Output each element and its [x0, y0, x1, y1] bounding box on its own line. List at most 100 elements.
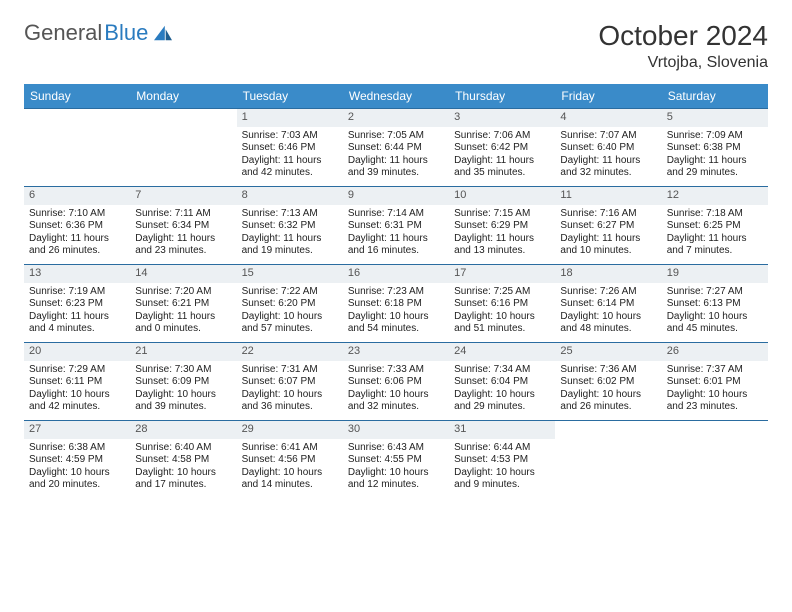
- daylight-text: Daylight: 11 hours and 19 minutes.: [242, 233, 338, 258]
- calendar-cell: 15 Sunrise: 7:22 AMSunset: 6:20 PMDayligh…: [237, 264, 343, 342]
- daylight-text: Daylight: 10 hours and 57 minutes.: [242, 311, 338, 336]
- day-number: 2: [343, 109, 449, 127]
- sunset-text: Sunset: 4:59 PM: [29, 454, 125, 467]
- sunrise-text: Sunrise: 7:18 AM: [667, 208, 763, 221]
- day-number: 31: [449, 421, 555, 439]
- sunset-text: Sunset: 6:40 PM: [560, 142, 656, 155]
- location-label: Vrtojba, Slovenia: [598, 54, 768, 72]
- sunrise-text: Sunrise: 6:40 AM: [135, 442, 231, 455]
- sunset-text: Sunset: 6:18 PM: [348, 298, 444, 311]
- sunset-text: Sunset: 6:23 PM: [29, 298, 125, 311]
- day-header: Sunday: [24, 84, 130, 108]
- sunrise-text: Sunrise: 7:06 AM: [454, 130, 550, 143]
- calendar-cell: 27Sunrise: 6:38 AMSunset: 4:59 PMDayligh…: [24, 420, 130, 498]
- daylight-text: Daylight: 11 hours and 35 minutes.: [454, 155, 550, 180]
- sunrise-text: Sunrise: 6:44 AM: [454, 442, 550, 455]
- sunrise-text: Sunrise: 7:14 AM: [348, 208, 444, 221]
- daylight-text: Daylight: 11 hours and 16 minutes.: [348, 233, 444, 258]
- calendar-cell: 18Sunrise: 7:26 AMSunset: 6:14 PMDayligh…: [555, 264, 661, 342]
- day-header: Saturday: [662, 84, 768, 108]
- calendar-cell: 8Sunrise: 7:13 AMSunset: 6:32 PMDaylight…: [237, 186, 343, 264]
- calendar-cell: 30Sunrise: 6:43 AMSunset: 4:55 PMDayligh…: [343, 420, 449, 498]
- daylight-text: Daylight: 11 hours and 23 minutes.: [135, 233, 231, 258]
- sunrise-text: Sunrise: 6:43 AM: [348, 442, 444, 455]
- sunset-text: Sunset: 6:42 PM: [454, 142, 550, 155]
- daylight-text: Daylight: 11 hours and 32 minutes.: [560, 155, 656, 180]
- calendar-cell: 11Sunrise: 7:16 AMSunset: 6:27 PMDayligh…: [555, 186, 661, 264]
- day-number: 16: [343, 265, 449, 283]
- sunrise-text: Sunrise: 6:41 AM: [242, 442, 338, 455]
- daylight-text: Daylight: 11 hours and 26 minutes.: [29, 233, 125, 258]
- day-number: 7: [130, 187, 236, 205]
- calendar-cell: 20Sunrise: 7:29 AMSunset: 6:11 PMDayligh…: [24, 342, 130, 420]
- day-number: 23: [343, 343, 449, 361]
- calendar-cell: 9Sunrise: 7:14 AMSunset: 6:31 PMDaylight…: [343, 186, 449, 264]
- day-number: 1: [237, 109, 343, 127]
- sunrise-text: Sunrise: 7:31 AM: [242, 364, 338, 377]
- daylight-text: Daylight: 11 hours and 4 minutes.: [29, 311, 125, 336]
- sunrise-text: Sunrise: 7:33 AM: [348, 364, 444, 377]
- daylight-text: Daylight: 11 hours and 10 minutes.: [560, 233, 656, 258]
- calendar-cell: 16Sunrise: 7:23 AMSunset: 6:18 PMDayligh…: [343, 264, 449, 342]
- day-number: 25: [555, 343, 661, 361]
- daylight-text: Daylight: 11 hours and 13 minutes.: [454, 233, 550, 258]
- sunrise-text: Sunrise: 7:22 AM: [242, 286, 338, 299]
- sunset-text: Sunset: 4:56 PM: [242, 454, 338, 467]
- sunrise-text: Sunrise: 7:13 AM: [242, 208, 338, 221]
- calendar-cell: 19Sunrise: 7:27 AMSunset: 6:13 PMDayligh…: [662, 264, 768, 342]
- sunset-text: Sunset: 6:20 PM: [242, 298, 338, 311]
- day-number: 5: [662, 109, 768, 127]
- day-number: 15: [237, 265, 343, 283]
- day-header: Tuesday: [237, 84, 343, 108]
- sunrise-text: Sunrise: 7:34 AM: [454, 364, 550, 377]
- calendar-cell: 13 Sunrise: 7:19 AMSunset: 6:23 PMDayligh…: [24, 264, 130, 342]
- day-header: Wednesday: [343, 84, 449, 108]
- sunrise-text: Sunrise: 7:27 AM: [667, 286, 763, 299]
- calendar-grid: SundayMondayTuesdayWednesdayThursdayFrid…: [24, 84, 768, 498]
- page-header: GeneralBlue October 2024 Vrtojba, Sloven…: [24, 20, 768, 72]
- daylight-text: Daylight: 10 hours and 48 minutes.: [560, 311, 656, 336]
- daylight-text: Daylight: 10 hours and 14 minutes.: [242, 467, 338, 492]
- sunset-text: Sunset: 6:44 PM: [348, 142, 444, 155]
- calendar-cell: [662, 420, 768, 498]
- calendar-cell: 24Sunrise: 7:34 AMSunset: 6:04 PMDayligh…: [449, 342, 555, 420]
- daylight-text: Daylight: 10 hours and 26 minutes.: [560, 389, 656, 414]
- daylight-text: Daylight: 10 hours and 36 minutes.: [242, 389, 338, 414]
- calendar-cell: [24, 108, 130, 186]
- calendar-cell: 1Sunrise: 7:03 AMSunset: 6:46 PMDaylight…: [237, 108, 343, 186]
- daylight-text: Daylight: 10 hours and 29 minutes.: [454, 389, 550, 414]
- calendar-cell: 26Sunrise: 7:37 AMSunset: 6:01 PMDayligh…: [662, 342, 768, 420]
- day-number: 20: [24, 343, 130, 361]
- day-number: 22: [237, 343, 343, 361]
- day-number: 13: [24, 265, 130, 283]
- sunset-text: Sunset: 6:14 PM: [560, 298, 656, 311]
- sunrise-text: Sunrise: 7:15 AM: [454, 208, 550, 221]
- calendar-cell: 2Sunrise: 7:05 AMSunset: 6:44 PMDaylight…: [343, 108, 449, 186]
- calendar-cell: 17Sunrise: 7:25 AMSunset: 6:16 PMDayligh…: [449, 264, 555, 342]
- sail-icon: [152, 24, 174, 42]
- sunset-text: Sunset: 6:16 PM: [454, 298, 550, 311]
- calendar-cell: 28Sunrise: 6:40 AMSunset: 4:58 PMDayligh…: [130, 420, 236, 498]
- daylight-text: Daylight: 11 hours and 7 minutes.: [667, 233, 763, 258]
- sunset-text: Sunset: 6:06 PM: [348, 376, 444, 389]
- sunset-text: Sunset: 6:36 PM: [29, 220, 125, 233]
- calendar-cell: 3Sunrise: 7:06 AMSunset: 6:42 PMDaylight…: [449, 108, 555, 186]
- sunset-text: Sunset: 6:11 PM: [29, 376, 125, 389]
- sunrise-text: Sunrise: 7:19 AM: [29, 286, 125, 299]
- calendar-cell: 21Sunrise: 7:30 AMSunset: 6:09 PMDayligh…: [130, 342, 236, 420]
- day-number: 19: [662, 265, 768, 283]
- sunrise-text: Sunrise: 7:07 AM: [560, 130, 656, 143]
- calendar-cell: 23 Sunrise: 7:33 AMSunset: 6:06 PMDayligh…: [343, 342, 449, 420]
- sunset-text: Sunset: 6:09 PM: [135, 376, 231, 389]
- calendar-cell: 25Sunrise: 7:36 AMSunset: 6:02 PMDayligh…: [555, 342, 661, 420]
- day-header: Friday: [555, 84, 661, 108]
- sunrise-text: Sunrise: 7:25 AM: [454, 286, 550, 299]
- day-number: 4: [555, 109, 661, 127]
- daylight-text: Daylight: 10 hours and 17 minutes.: [135, 467, 231, 492]
- daylight-text: Daylight: 10 hours and 32 minutes.: [348, 389, 444, 414]
- daylight-text: Daylight: 11 hours and 39 minutes.: [348, 155, 444, 180]
- sunset-text: Sunset: 6:01 PM: [667, 376, 763, 389]
- daylight-text: Daylight: 10 hours and 23 minutes.: [667, 389, 763, 414]
- sunset-text: Sunset: 6:25 PM: [667, 220, 763, 233]
- daylight-text: Daylight: 10 hours and 9 minutes.: [454, 467, 550, 492]
